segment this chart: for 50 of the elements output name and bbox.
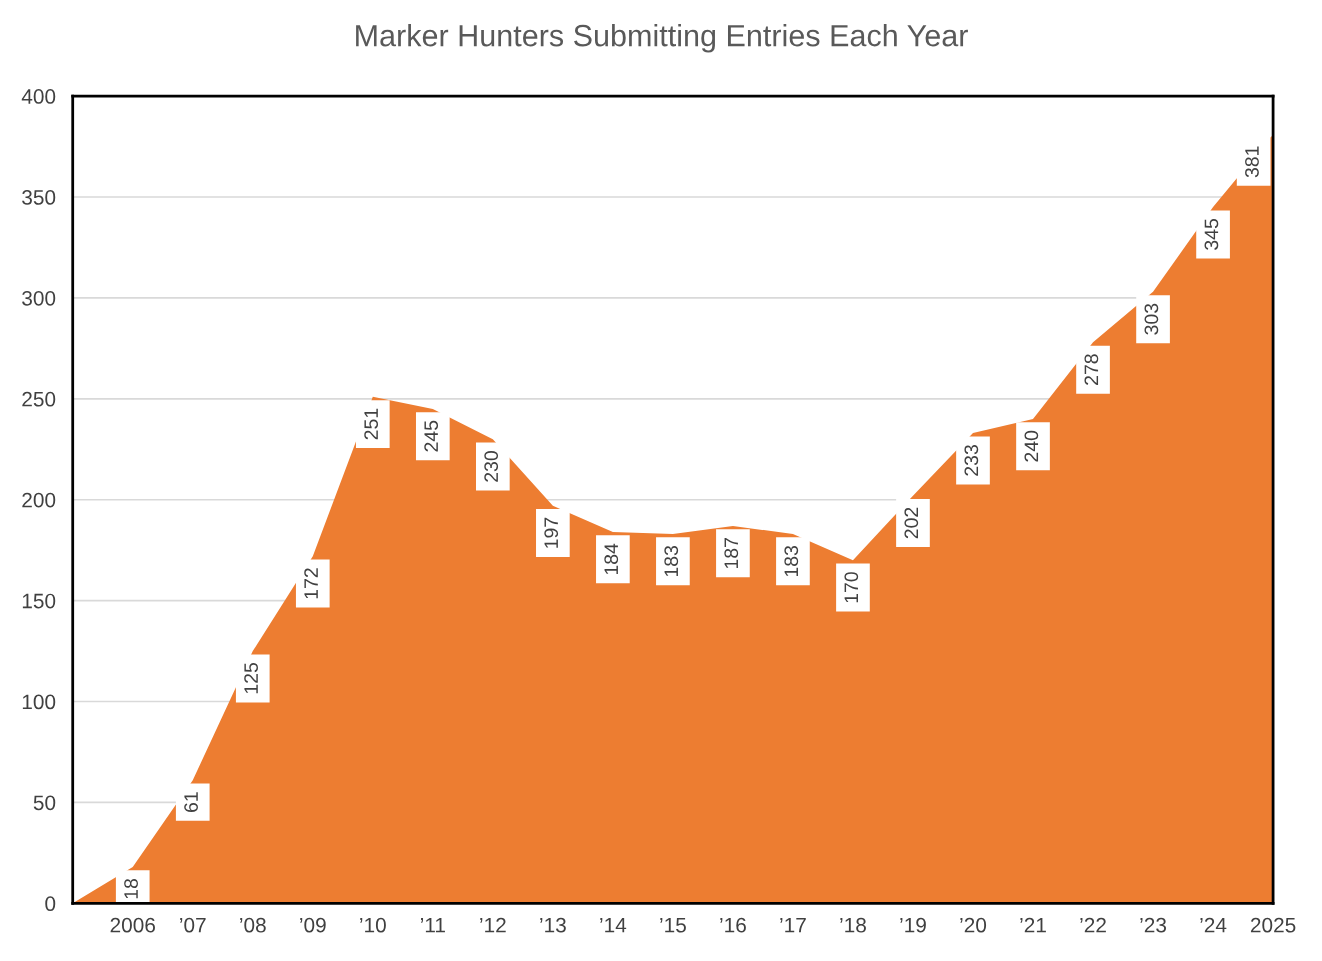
y-tick-label: 150 — [22, 593, 56, 609]
data-label: 187 — [724, 538, 739, 569]
y-tick-label: 250 — [22, 391, 56, 407]
y-tick-label: 300 — [22, 290, 56, 306]
x-tick-label: 2025 — [1250, 917, 1296, 933]
x-tick-label: ’23 — [1140, 917, 1167, 933]
x-tick-label: ’11 — [420, 917, 445, 933]
x-tick-label: ’16 — [720, 917, 746, 933]
data-label: 345 — [1204, 219, 1219, 250]
data-label: 381 — [1245, 146, 1259, 178]
x-tick-label: ’24 — [1200, 917, 1227, 933]
x-tick-label: ’20 — [960, 917, 987, 933]
data-label: 184 — [604, 543, 619, 575]
chart-title: Marker Hunters Submitting Entries Each Year — [356, 24, 968, 53]
x-tick-label: ’13 — [540, 917, 566, 933]
data-label: 183 — [784, 545, 799, 577]
data-label: 202 — [904, 507, 919, 539]
x-tick-label: ’18 — [840, 917, 866, 933]
y-tick-label: 400 — [21, 89, 56, 104]
data-label: 278 — [1084, 354, 1099, 385]
x-tick-label: ’07 — [180, 917, 206, 933]
y-tick-label: 0 — [45, 896, 56, 912]
y-tick-label: 350 — [22, 190, 56, 205]
y-tick-label: 50 — [33, 795, 56, 811]
data-label: 183 — [664, 545, 679, 577]
data-label: 61 — [184, 792, 198, 812]
data-label: 240 — [1024, 430, 1039, 462]
data-label: 170 — [844, 572, 859, 603]
x-tick-label: ’12 — [480, 917, 506, 933]
data-label: 251 — [364, 408, 379, 440]
x-tick-label: ’10 — [360, 917, 386, 933]
y-tick-label: 200 — [22, 492, 56, 508]
x-tick-label: 2006 — [110, 917, 155, 933]
x-tick-label: ’15 — [660, 917, 686, 933]
y-tick-label: 100 — [22, 694, 56, 710]
data-label: 245 — [424, 420, 439, 452]
data-label: 125 — [244, 663, 258, 694]
x-tick-label: ’17 — [780, 917, 806, 933]
data-label: 303 — [1144, 303, 1159, 335]
data-label: 233 — [964, 445, 979, 476]
x-tick-label: ’09 — [300, 917, 326, 933]
x-tick-label: ’21 — [1020, 917, 1046, 933]
data-label: 172 — [304, 568, 318, 599]
data-label: 197 — [544, 517, 559, 548]
x-tick-label: ’08 — [240, 917, 266, 933]
x-tick-label: ’19 — [900, 917, 926, 933]
data-label: 230 — [484, 451, 499, 482]
x-tick-label: ’14 — [600, 917, 627, 933]
data-label: 18 — [124, 878, 138, 899]
x-tick-label: ’22 — [1080, 917, 1106, 933]
